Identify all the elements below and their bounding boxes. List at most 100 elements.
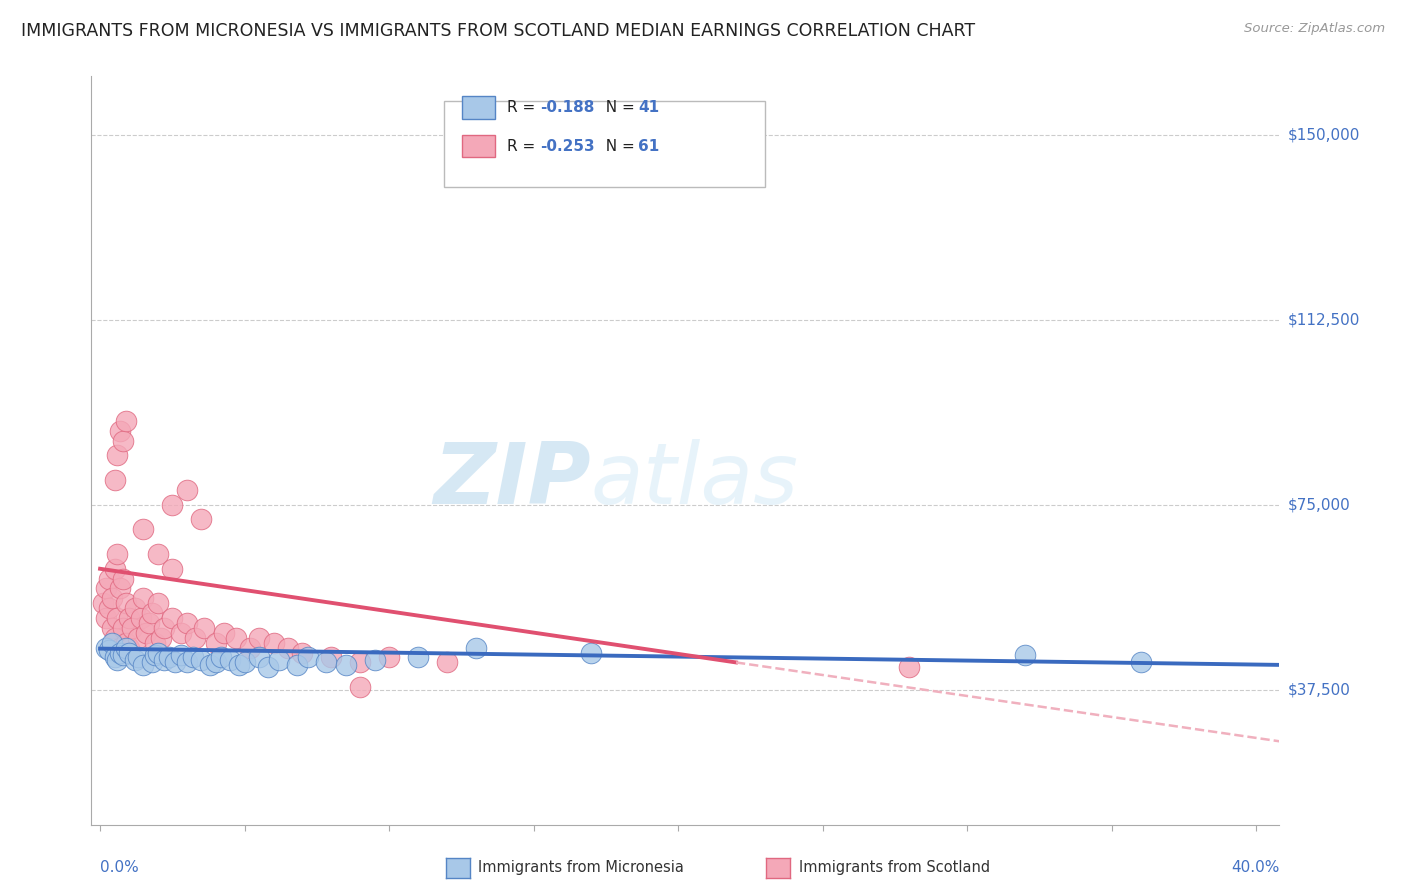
- Point: [263, 636, 285, 650]
- Point: [152, 621, 174, 635]
- Point: [170, 648, 193, 662]
- Point: [184, 631, 207, 645]
- Point: [149, 631, 172, 645]
- Text: N =: N =: [596, 100, 640, 115]
- Point: [112, 434, 135, 448]
- Text: $112,500: $112,500: [1288, 312, 1361, 327]
- Point: [115, 640, 138, 655]
- Point: [103, 650, 125, 665]
- Point: [97, 601, 120, 615]
- Point: [141, 656, 163, 670]
- Point: [107, 449, 129, 463]
- Point: [349, 680, 371, 694]
- Point: [110, 646, 132, 660]
- Point: [378, 650, 401, 665]
- Text: $150,000: $150,000: [1288, 128, 1361, 143]
- Point: [107, 611, 129, 625]
- Point: [269, 653, 291, 667]
- Point: [146, 547, 169, 561]
- Point: [190, 512, 212, 526]
- Point: [94, 611, 117, 625]
- Text: -0.188: -0.188: [540, 100, 595, 115]
- Point: [143, 636, 166, 650]
- Point: [103, 562, 125, 576]
- Point: [321, 650, 343, 665]
- Point: [190, 653, 212, 667]
- Point: [349, 656, 371, 670]
- Point: [115, 596, 138, 610]
- Point: [176, 615, 198, 630]
- Point: [112, 572, 135, 586]
- Point: [100, 636, 122, 650]
- Point: [103, 631, 125, 645]
- Text: 61: 61: [638, 139, 659, 153]
- Point: [162, 498, 184, 512]
- Point: [247, 650, 270, 665]
- Text: R =: R =: [508, 100, 540, 115]
- Point: [107, 653, 129, 667]
- Point: [181, 650, 204, 665]
- Point: [162, 562, 184, 576]
- Point: [335, 657, 357, 672]
- Point: [581, 646, 603, 660]
- Point: [176, 483, 198, 497]
- Text: Immigrants from Scotland: Immigrants from Scotland: [799, 861, 990, 875]
- Point: [110, 640, 132, 655]
- Point: [204, 636, 226, 650]
- Point: [464, 640, 486, 655]
- Point: [97, 643, 120, 657]
- Text: atlas: atlas: [591, 439, 799, 522]
- Text: 0.0%: 0.0%: [100, 860, 139, 875]
- Text: Source: ZipAtlas.com: Source: ZipAtlas.com: [1244, 22, 1385, 36]
- Point: [100, 621, 122, 635]
- Point: [297, 650, 319, 665]
- Point: [132, 522, 155, 536]
- FancyBboxPatch shape: [444, 102, 765, 187]
- Point: [127, 650, 149, 665]
- Point: [143, 648, 166, 662]
- Point: [118, 611, 141, 625]
- Point: [256, 660, 278, 674]
- Point: [121, 621, 143, 635]
- Point: [214, 625, 236, 640]
- Text: N =: N =: [596, 139, 640, 153]
- Point: [198, 657, 221, 672]
- Point: [132, 591, 155, 606]
- Text: 41: 41: [638, 100, 659, 115]
- Point: [898, 660, 921, 674]
- Point: [247, 631, 270, 645]
- Point: [118, 640, 141, 655]
- Bar: [463, 96, 495, 119]
- Point: [110, 424, 132, 438]
- Point: [277, 640, 299, 655]
- Point: [239, 640, 262, 655]
- Point: [170, 625, 193, 640]
- Point: [233, 656, 256, 670]
- Point: [112, 648, 135, 662]
- Point: [118, 646, 141, 660]
- Point: [135, 625, 157, 640]
- Point: [124, 653, 146, 667]
- Text: Immigrants from Micronesia: Immigrants from Micronesia: [478, 861, 683, 875]
- Point: [110, 582, 132, 596]
- Point: [406, 650, 429, 665]
- Text: R =: R =: [508, 139, 540, 153]
- Point: [146, 646, 169, 660]
- Point: [219, 653, 242, 667]
- Point: [129, 611, 152, 625]
- Point: [91, 596, 114, 610]
- Point: [363, 653, 385, 667]
- Text: $37,500: $37,500: [1288, 682, 1351, 697]
- Point: [127, 631, 149, 645]
- Point: [285, 657, 308, 672]
- Text: -0.253: -0.253: [540, 139, 595, 153]
- Bar: [463, 135, 495, 158]
- Point: [193, 621, 215, 635]
- Point: [1014, 648, 1036, 662]
- Point: [176, 656, 198, 670]
- Point: [97, 572, 120, 586]
- Point: [132, 657, 155, 672]
- Text: $75,000: $75,000: [1288, 497, 1351, 512]
- Point: [1129, 656, 1152, 670]
- Point: [204, 656, 226, 670]
